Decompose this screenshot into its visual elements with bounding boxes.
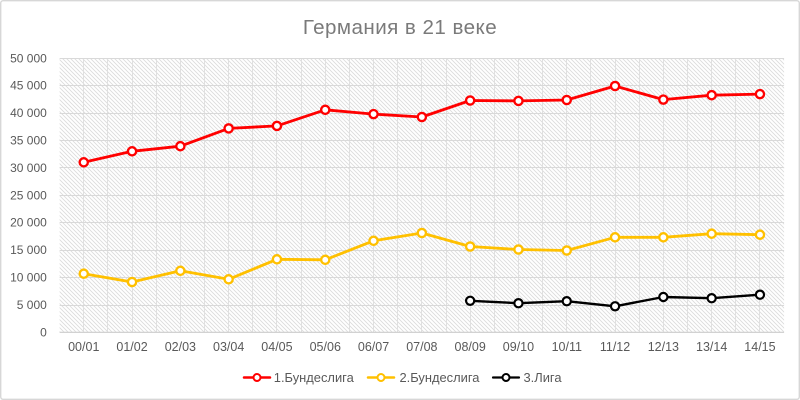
svg-text:06/07: 06/07 xyxy=(358,340,389,354)
svg-text:01/02: 01/02 xyxy=(116,340,147,354)
svg-text:10 000: 10 000 xyxy=(10,271,47,285)
svg-text:10/11: 10/11 xyxy=(552,340,582,354)
svg-text:30 000: 30 000 xyxy=(10,161,47,175)
svg-text:2.Бундеслига: 2.Бундеслига xyxy=(400,370,481,385)
svg-text:25 000: 25 000 xyxy=(10,188,47,202)
svg-text:13/14: 13/14 xyxy=(696,340,727,354)
svg-text:45 000: 45 000 xyxy=(10,79,47,93)
svg-text:11/12: 11/12 xyxy=(600,340,630,354)
svg-text:50 000: 50 000 xyxy=(10,51,47,65)
svg-text:12/13: 12/13 xyxy=(648,340,679,354)
svg-text:00/01: 00/01 xyxy=(68,340,99,354)
svg-text:1.Бундеслига: 1.Бундеслига xyxy=(274,370,355,385)
svg-text:40 000: 40 000 xyxy=(10,106,47,120)
svg-text:15 000: 15 000 xyxy=(10,243,47,257)
svg-text:Германия в 21 веке: Германия в 21 веке xyxy=(303,16,497,39)
svg-text:5 000: 5 000 xyxy=(17,298,47,312)
svg-text:0: 0 xyxy=(40,325,47,339)
svg-text:3.Лига: 3.Лига xyxy=(524,370,563,385)
svg-text:35 000: 35 000 xyxy=(10,134,47,148)
svg-text:09/10: 09/10 xyxy=(503,340,534,354)
svg-text:07/08: 07/08 xyxy=(406,340,437,354)
svg-text:14/15: 14/15 xyxy=(744,340,775,354)
svg-text:20 000: 20 000 xyxy=(10,216,47,230)
svg-text:05/06: 05/06 xyxy=(310,340,341,354)
svg-text:04/05: 04/05 xyxy=(261,340,292,354)
svg-text:08/09: 08/09 xyxy=(455,340,486,354)
svg-text:03/04: 03/04 xyxy=(213,340,244,354)
svg-text:02/03: 02/03 xyxy=(165,340,196,354)
